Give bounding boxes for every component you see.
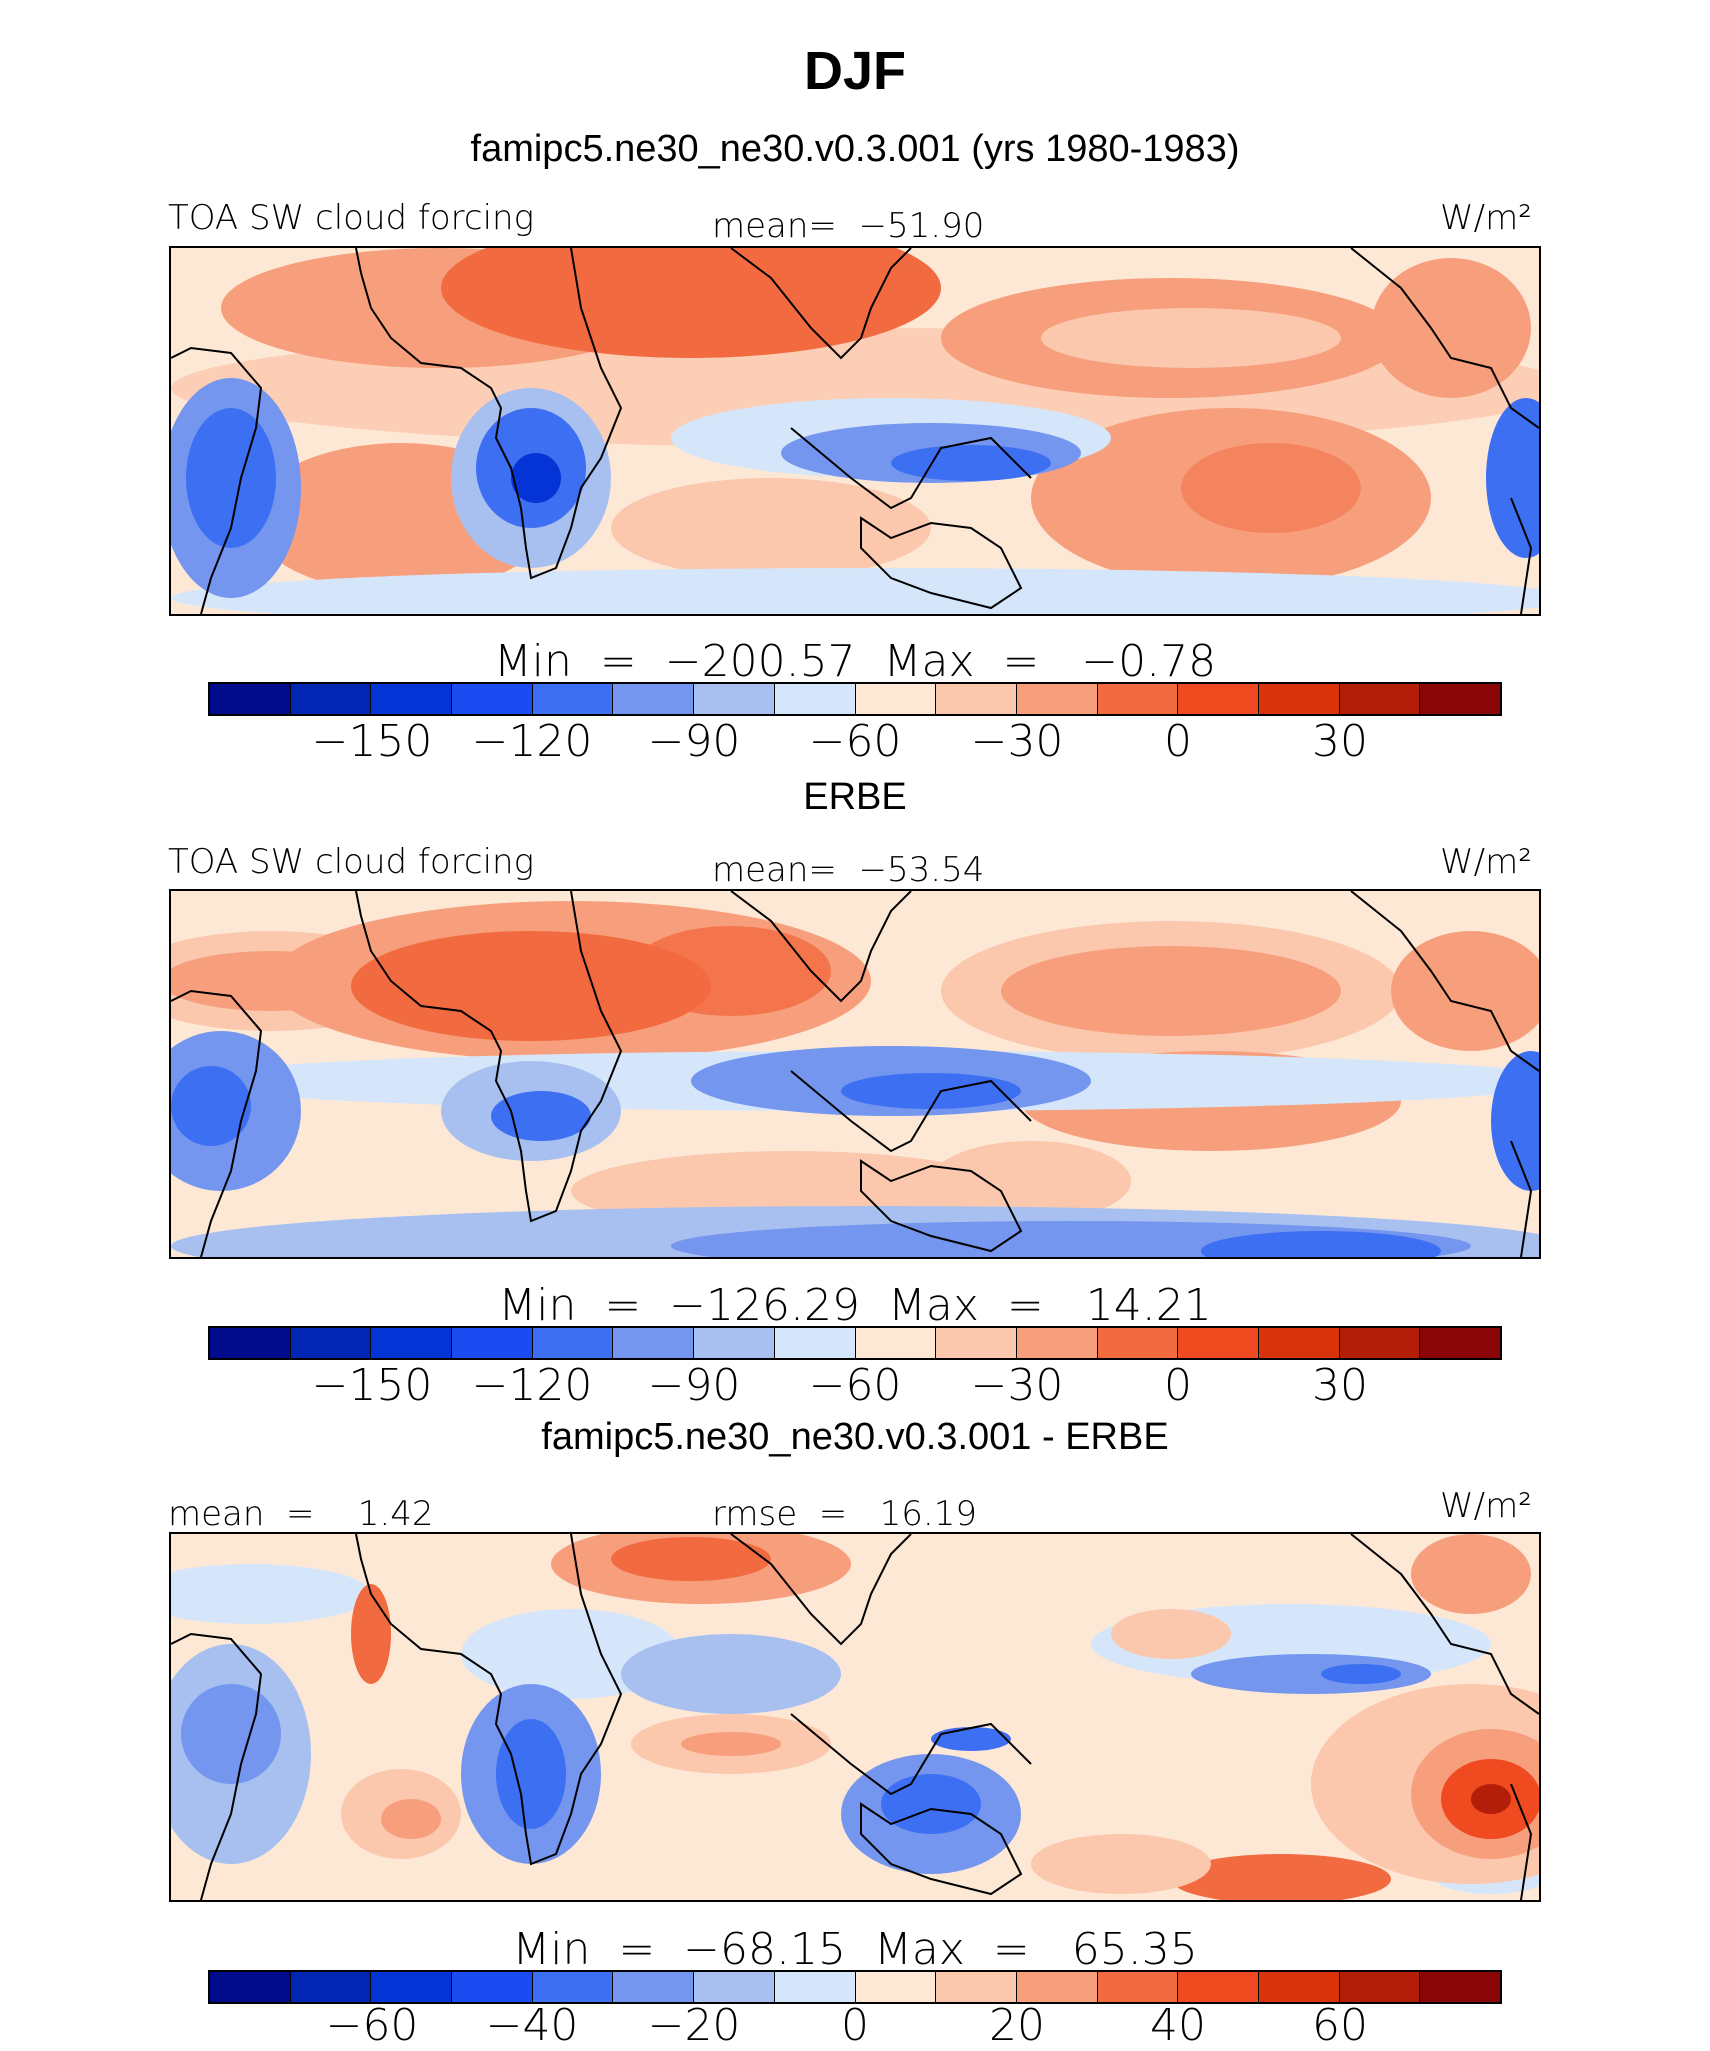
map-panel-diff (169, 1532, 1541, 1902)
colorbar-swatch (613, 684, 695, 714)
colorbar-swatch (1339, 1972, 1421, 2002)
colorbar-swatch (1339, 1328, 1421, 1358)
colorbar-swatch (936, 1972, 1017, 2002)
panel-center-label-diff: rmse = 16.19 (712, 1494, 977, 1534)
colorbar-tick-label: −60 (325, 2000, 419, 2051)
colorbar-swatch (613, 1972, 695, 2002)
colorbar-swatch (1097, 684, 1179, 714)
colorbar-tick-label: −20 (647, 2000, 741, 2051)
colorbar-tick-label: −60 (808, 716, 902, 767)
colorbar-tick-label: 40 (1150, 2000, 1206, 2051)
panel-units-model: W/m² (1440, 198, 1532, 238)
colorbar-swatch (774, 1972, 856, 2002)
colorbar-tick-label: −150 (311, 716, 433, 767)
panel-left-label-obs: TOA SW cloud forcing (168, 842, 534, 882)
panel-center-label-model: mean= −51.90 (712, 206, 985, 246)
colorbar-swatch (532, 1328, 614, 1358)
colorbar-swatch (1097, 1972, 1179, 2002)
panel-left-label-diff: mean = 1.42 (168, 1494, 434, 1534)
colorbar-swatch (532, 684, 614, 714)
panel-units-obs: W/m² (1440, 842, 1532, 882)
colorbar-obs (208, 1326, 1502, 1360)
panel-title-obs: ERBE (803, 776, 907, 818)
colorbar-tick-label: 0 (1164, 1360, 1192, 1411)
colorbar-swatch (210, 1328, 291, 1358)
colorbar-tick-label: −90 (647, 716, 741, 767)
colorbar-swatch (1178, 684, 1259, 714)
colorbar-tick-label: 0 (841, 2000, 869, 2051)
colorbar-swatch (290, 1328, 372, 1358)
colorbar-swatch (1420, 684, 1500, 714)
colorbar-tick-label: 0 (1164, 716, 1192, 767)
colorbar-swatch (1097, 1328, 1179, 1358)
panel-left-label-model: TOA SW cloud forcing (168, 198, 534, 238)
colorbar-tick-label: 60 (1312, 2000, 1368, 2051)
colorbar-swatch (855, 684, 937, 714)
colorbar-tick-label: −30 (970, 1360, 1064, 1411)
colorbar-swatch (936, 684, 1017, 714)
colorbar-swatch (694, 1972, 775, 2002)
colorbar-swatch (1258, 1972, 1340, 2002)
colorbar-tick-label: 30 (1312, 1360, 1368, 1411)
panel-title-model: famipc5.ne30_ne30.v0.3.001 (yrs 1980-198… (470, 128, 1240, 170)
colorbar-swatch (774, 684, 856, 714)
colorbar-swatch (613, 1328, 695, 1358)
colorbar-tick-label: −150 (311, 1360, 433, 1411)
colorbar-tick-label: −30 (970, 716, 1064, 767)
colorbar-swatch (210, 684, 291, 714)
colorbar-model (208, 682, 1502, 716)
panel-center-label-obs: mean= −53.54 (712, 850, 985, 890)
colorbar-swatch (1420, 1972, 1500, 2002)
minmax-obs: Min = −126.29 Max = 14.21 (498, 1280, 1212, 1331)
colorbar-swatch (452, 1972, 533, 2002)
minmax-diff: Min = −68.15 Max = 65.35 (512, 1924, 1198, 1975)
colorbar-tick-label: −120 (471, 716, 593, 767)
panel-title-diff: famipc5.ne30_ne30.v0.3.001 - ERBE (541, 1416, 1169, 1458)
minmax-model: Min = −200.57 Max = −0.78 (493, 636, 1217, 687)
colorbar-swatch (774, 1328, 856, 1358)
map-panel-obs (169, 889, 1541, 1259)
colorbar-swatch (1258, 684, 1340, 714)
panel-units-diff: W/m² (1440, 1486, 1532, 1526)
colorbar-tick-label: −60 (808, 1360, 902, 1411)
colorbar-swatch (1016, 684, 1098, 714)
colorbar-swatch (210, 1972, 291, 2002)
colorbar-swatch (452, 684, 533, 714)
colorbar-tick-label: 20 (989, 2000, 1045, 2051)
colorbar-swatch (452, 1328, 533, 1358)
colorbar-swatch (855, 1328, 937, 1358)
colorbar-swatch (371, 1328, 453, 1358)
colorbar-swatch (371, 1972, 453, 2002)
colorbar-tick-label: −40 (485, 2000, 579, 2051)
colorbar-swatch (532, 1972, 614, 2002)
colorbar-swatch (1016, 1972, 1098, 2002)
colorbar-swatch (290, 1972, 372, 2002)
colorbar-swatch (855, 1972, 937, 2002)
colorbar-diff (208, 1970, 1502, 2004)
colorbar-tick-label: −90 (647, 1360, 741, 1411)
colorbar-swatch (1178, 1328, 1259, 1358)
figure-title: DJF (803, 41, 906, 101)
colorbar-swatch (1258, 1328, 1340, 1358)
colorbar-tick-label: 30 (1312, 716, 1368, 767)
colorbar-swatch (694, 684, 775, 714)
colorbar-swatch (1016, 1328, 1098, 1358)
colorbar-swatch (1339, 684, 1421, 714)
colorbar-swatch (1420, 1328, 1500, 1358)
colorbar-swatch (371, 684, 453, 714)
colorbar-swatch (936, 1328, 1017, 1358)
colorbar-swatch (290, 684, 372, 714)
colorbar-swatch (694, 1328, 775, 1358)
map-panel-model (169, 246, 1541, 616)
colorbar-swatch (1178, 1972, 1259, 2002)
colorbar-tick-label: −120 (471, 1360, 593, 1411)
